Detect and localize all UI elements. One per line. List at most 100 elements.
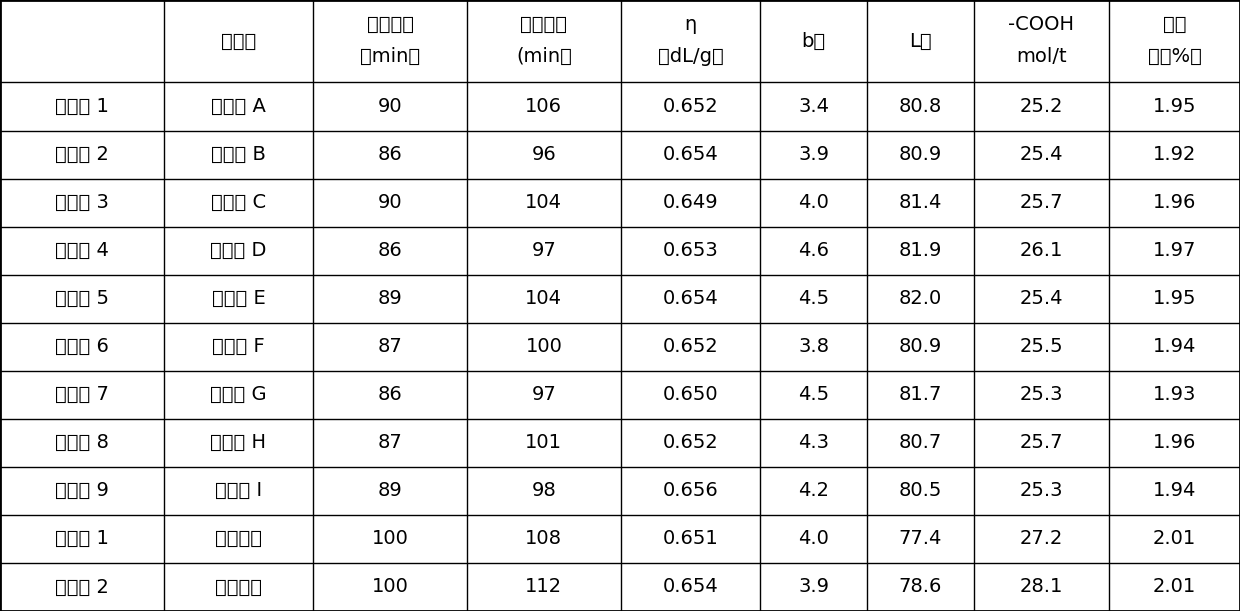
Text: 82.0: 82.0 (899, 289, 942, 308)
Text: 1.96: 1.96 (1153, 433, 1197, 452)
Text: 1.92: 1.92 (1153, 145, 1197, 164)
Text: 4.5: 4.5 (799, 386, 830, 404)
Text: 0.652: 0.652 (662, 433, 718, 452)
Text: 26.1: 26.1 (1019, 241, 1063, 260)
Text: 96: 96 (532, 145, 557, 164)
Text: b値: b値 (801, 32, 826, 51)
Text: 3.9: 3.9 (799, 145, 830, 164)
Text: 28.1: 28.1 (1019, 577, 1063, 596)
Text: 89: 89 (378, 481, 403, 500)
Text: 4.6: 4.6 (799, 241, 830, 260)
Text: 81.4: 81.4 (899, 193, 942, 212)
Text: 3.9: 3.9 (799, 577, 830, 596)
Text: 87: 87 (378, 433, 403, 452)
Text: 0.656: 0.656 (662, 481, 718, 500)
Text: 80.5: 80.5 (899, 481, 942, 500)
Text: 4.5: 4.5 (799, 289, 830, 308)
Text: 3.4: 3.4 (799, 97, 830, 116)
Text: 1.93: 1.93 (1153, 386, 1197, 404)
Text: 86: 86 (378, 386, 403, 404)
Text: 弹化剂 A: 弹化剂 A (211, 97, 265, 116)
Text: 101: 101 (526, 433, 562, 452)
Text: 90: 90 (378, 97, 403, 116)
Text: 实施例 6: 实施例 6 (55, 337, 109, 356)
Text: 80.8: 80.8 (899, 97, 942, 116)
Text: 86: 86 (378, 145, 403, 164)
Text: 0.654: 0.654 (662, 289, 718, 308)
Text: 醇（%）: 醇（%） (1147, 46, 1202, 65)
Text: 104: 104 (526, 193, 562, 212)
Text: 106: 106 (526, 97, 562, 116)
Text: 97: 97 (532, 386, 557, 404)
Text: 0.651: 0.651 (662, 529, 718, 549)
Text: 81.7: 81.7 (899, 386, 942, 404)
Text: （min）: （min） (360, 46, 420, 65)
Text: 90: 90 (378, 193, 403, 212)
Text: 聚合时间: 聚合时间 (521, 15, 568, 34)
Text: 80.9: 80.9 (899, 145, 942, 164)
Text: 1.96: 1.96 (1153, 193, 1197, 212)
Text: 实施例 4: 实施例 4 (55, 241, 109, 260)
Text: 1.97: 1.97 (1153, 241, 1197, 260)
Text: 0.650: 0.650 (662, 386, 718, 404)
Text: 二甘: 二甘 (1163, 15, 1187, 34)
Text: 0.654: 0.654 (662, 145, 718, 164)
Text: 0.649: 0.649 (662, 193, 718, 212)
Text: 78.6: 78.6 (899, 577, 942, 596)
Text: 1.94: 1.94 (1153, 481, 1197, 500)
Text: mol/t: mol/t (1016, 46, 1066, 65)
Text: 80.7: 80.7 (899, 433, 942, 452)
Text: 25.3: 25.3 (1019, 481, 1063, 500)
Text: 实施例 2: 实施例 2 (55, 145, 109, 164)
Text: (min）: (min） (516, 46, 572, 65)
Text: 2.01: 2.01 (1153, 577, 1197, 596)
Text: 弹化剂 G: 弹化剂 G (210, 386, 267, 404)
Text: 108: 108 (526, 529, 562, 549)
Text: 酯化时间: 酯化时间 (367, 15, 414, 34)
Text: 104: 104 (526, 289, 562, 308)
Text: 实施例 7: 实施例 7 (55, 386, 109, 404)
Text: -COOH: -COOH (1008, 15, 1074, 34)
Text: 实施例 3: 实施例 3 (55, 193, 109, 212)
Text: 100: 100 (372, 577, 408, 596)
Text: 25.2: 25.2 (1019, 97, 1063, 116)
Text: 80.9: 80.9 (899, 337, 942, 356)
Text: L値: L値 (909, 32, 931, 51)
Text: 100: 100 (526, 337, 562, 356)
Text: 4.3: 4.3 (799, 433, 830, 452)
Text: 弹化剂 D: 弹化剂 D (211, 241, 267, 260)
Text: 0.652: 0.652 (662, 97, 718, 116)
Text: 4.2: 4.2 (799, 481, 830, 500)
Text: 实施例 9: 实施例 9 (55, 481, 109, 500)
Text: 比较例 2: 比较例 2 (55, 577, 109, 596)
Text: 弹化剂 H: 弹化剂 H (211, 433, 267, 452)
Text: （dL/g）: （dL/g） (657, 46, 723, 65)
Text: 弹化剂 I: 弹化剂 I (215, 481, 262, 500)
Text: 25.7: 25.7 (1019, 433, 1063, 452)
Text: 实施例 8: 实施例 8 (55, 433, 109, 452)
Text: 97: 97 (532, 241, 557, 260)
Text: 98: 98 (532, 481, 557, 500)
Text: 乙二醇锂: 乙二醇锂 (215, 529, 262, 549)
Text: 77.4: 77.4 (899, 529, 942, 549)
Text: 25.4: 25.4 (1019, 145, 1063, 164)
Text: 25.5: 25.5 (1019, 337, 1063, 356)
Text: 1.94: 1.94 (1153, 337, 1197, 356)
Text: 89: 89 (378, 289, 403, 308)
Text: 4.0: 4.0 (799, 529, 830, 549)
Text: 0.653: 0.653 (662, 241, 718, 260)
Text: 1.95: 1.95 (1153, 97, 1197, 116)
Text: 25.4: 25.4 (1019, 289, 1063, 308)
Text: 0.654: 0.654 (662, 577, 718, 596)
Text: 2.01: 2.01 (1153, 529, 1197, 549)
Text: 86: 86 (378, 241, 403, 260)
Text: η: η (684, 15, 697, 34)
Text: 25.7: 25.7 (1019, 193, 1063, 212)
Text: 1.95: 1.95 (1153, 289, 1197, 308)
Text: 0.652: 0.652 (662, 337, 718, 356)
Text: 实施例 5: 实施例 5 (55, 289, 109, 308)
Text: 3.8: 3.8 (799, 337, 830, 356)
Text: 比较例 1: 比较例 1 (55, 529, 109, 549)
Text: 乙二醇锂: 乙二醇锂 (215, 577, 262, 596)
Text: 81.9: 81.9 (899, 241, 942, 260)
